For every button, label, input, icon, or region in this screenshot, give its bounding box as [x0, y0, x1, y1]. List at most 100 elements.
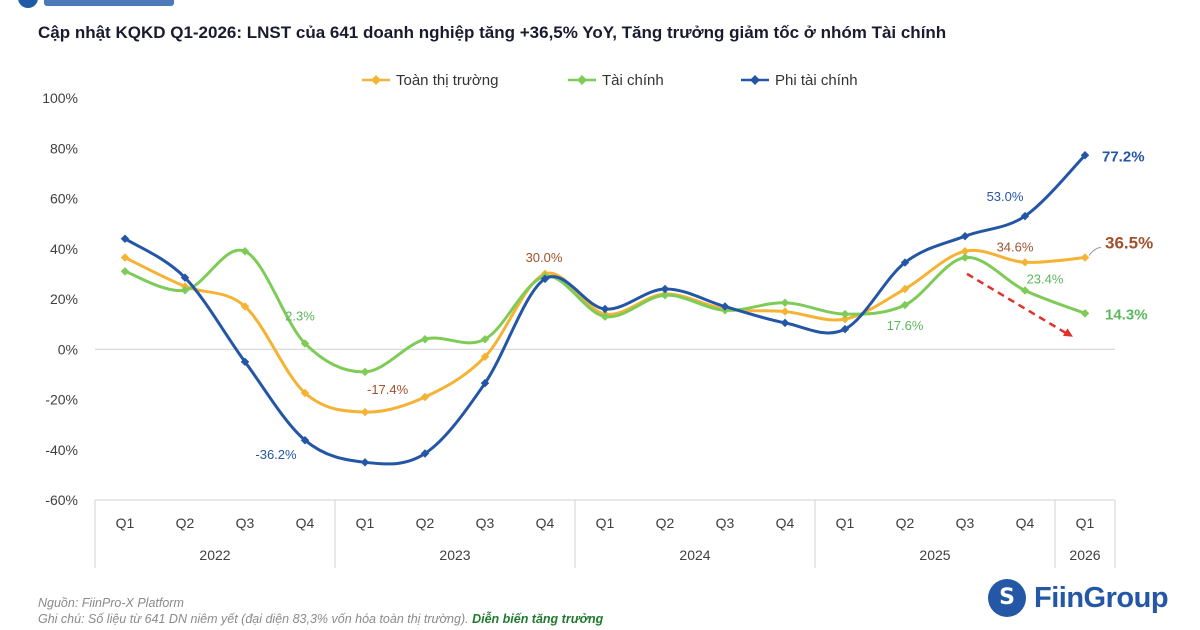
- year-label: 2025: [919, 547, 950, 563]
- series-group-1: [120, 247, 1090, 377]
- legend-marker: [577, 75, 587, 85]
- series-line-1: [123, 248, 1087, 374]
- data-point: [780, 298, 790, 308]
- x-tick-label: Q1: [596, 515, 615, 531]
- data-point: [480, 352, 490, 362]
- data-point: [420, 334, 430, 344]
- legend-label: Tài chính: [602, 72, 664, 89]
- data-point: [1080, 309, 1090, 318]
- year-label: 2023: [439, 547, 470, 563]
- data-label: 36.5%: [1105, 234, 1153, 253]
- fiingroup-logo-icon: S: [988, 579, 1026, 617]
- year-label: 2024: [679, 547, 710, 563]
- y-tick-label: -60%: [45, 492, 78, 508]
- x-tick-label: Q2: [896, 515, 915, 531]
- y-tick-label: 60%: [50, 191, 78, 207]
- data-point: [180, 273, 190, 282]
- top-brand-strip: [0, 0, 1200, 8]
- brand-wordmark: [44, 0, 174, 6]
- data-point: [420, 392, 430, 402]
- footnote-text: Ghi chú: Số liệu từ 641 DN niêm yết (đại…: [38, 612, 469, 626]
- data-point: [840, 314, 850, 324]
- label-leader-line: [1088, 247, 1102, 256]
- data-label: 53.0%: [987, 189, 1024, 204]
- legend-label: Phi tài chính: [775, 72, 858, 89]
- data-point: [1020, 258, 1030, 267]
- x-tick-label: Q4: [536, 515, 555, 531]
- data-label: 30.0%: [526, 250, 563, 265]
- data-point: [1020, 286, 1030, 295]
- legend-marker: [371, 75, 381, 85]
- data-point: [900, 284, 910, 294]
- series-line-2: [123, 153, 1087, 466]
- x-tick-label: Q2: [176, 515, 195, 531]
- legend-label: Toàn thị trường: [396, 72, 498, 89]
- data-label: -17.4%: [367, 382, 409, 397]
- data-point: [480, 334, 490, 344]
- data-label: 17.6%: [887, 318, 924, 333]
- data-point: [120, 267, 130, 276]
- year-label: 2022: [199, 547, 230, 563]
- data-point: [540, 274, 550, 284]
- data-point: [960, 253, 970, 262]
- data-label: -36.2%: [255, 447, 297, 462]
- data-point: [480, 378, 490, 388]
- data-point: [720, 302, 730, 311]
- data-point: [120, 234, 130, 243]
- x-tick-label: Q3: [236, 515, 255, 531]
- y-tick-label: 0%: [58, 341, 78, 357]
- data-point: [240, 302, 250, 311]
- y-tick-label: 20%: [50, 291, 78, 307]
- data-point: [420, 449, 430, 458]
- x-tick-label: Q4: [1016, 515, 1035, 531]
- data-point: [240, 247, 250, 256]
- series-lines: [120, 151, 1090, 467]
- data-point: [360, 367, 370, 377]
- data-point: [780, 318, 790, 328]
- data-label: 14.3%: [1105, 306, 1148, 323]
- y-tick-label: -40%: [45, 442, 78, 458]
- data-point: [240, 357, 250, 367]
- trend-arrow-annotation: [966, 272, 1073, 337]
- brand-logo-icon: [18, 0, 38, 8]
- y-tick-label: -20%: [45, 392, 78, 408]
- series-line-0: [123, 248, 1087, 414]
- year-label: 2026: [1069, 547, 1100, 563]
- source-note: Nguồn: FiinPro-X Platform: [38, 596, 184, 610]
- data-point: [840, 324, 850, 334]
- x-tick-label: Q1: [356, 515, 375, 531]
- data-point: [360, 407, 370, 417]
- logo-text: FiinGroup: [1034, 581, 1169, 614]
- data-point: [600, 304, 610, 314]
- data-point: [840, 309, 850, 319]
- data-label: 2.3%: [285, 308, 315, 323]
- data-point: [180, 285, 190, 295]
- x-tick-label: Q1: [116, 515, 135, 531]
- series-group-2: [120, 151, 1090, 467]
- data-point: [780, 307, 790, 316]
- axes: -60% -40% -20% 0% 20% 40% 60% 80% 100% Q1 Q2 Q3 Q4 Q1…: [42, 90, 1116, 568]
- data-point: [120, 253, 130, 262]
- legend: Toàn thị trường Tài chính Phi tài chính: [362, 72, 858, 89]
- data-label: 77.2%: [1102, 148, 1145, 165]
- data-point: [900, 300, 910, 310]
- data-labels: -17.4% 30.0% 34.6% 36.5% 2.3% 17.6% 23.4% 14.3%…: [255, 148, 1153, 462]
- data-point: [660, 284, 670, 294]
- x-tick-label: Q2: [416, 515, 435, 531]
- fiingroup-logo: S FiinGroup: [988, 578, 1169, 618]
- x-tick-label: Q1: [1076, 515, 1095, 531]
- x-tick-label: Q3: [716, 515, 735, 531]
- footnote: Ghi chú: Số liệu từ 641 DN niêm yết (đại…: [38, 612, 603, 626]
- data-label: 34.6%: [997, 239, 1034, 254]
- y-tick-label: 40%: [50, 241, 78, 257]
- x-tick-label: Q1: [836, 515, 855, 531]
- data-point: [1080, 253, 1090, 262]
- data-point: [360, 458, 370, 467]
- data-label: 23.4%: [1027, 271, 1064, 286]
- x-tick-label: Q3: [476, 515, 495, 531]
- data-point: [300, 388, 310, 398]
- data-point: [300, 435, 310, 445]
- x-tick-label: Q4: [296, 515, 315, 531]
- data-point: [660, 290, 670, 300]
